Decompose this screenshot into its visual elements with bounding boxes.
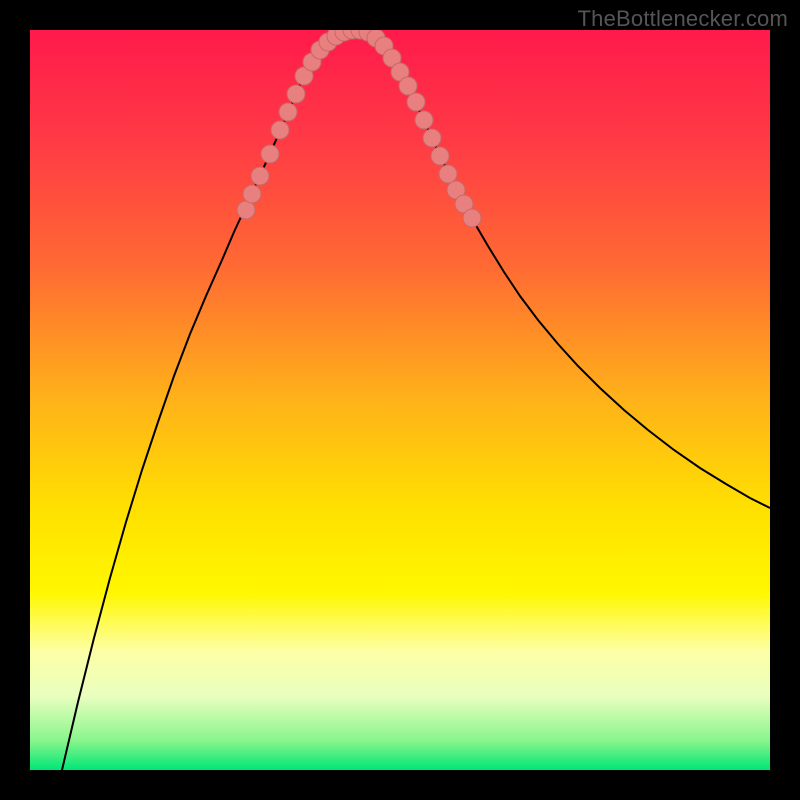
curve-marker: [271, 121, 289, 139]
curve-marker: [251, 167, 269, 185]
curve-marker: [279, 103, 297, 121]
curve-marker: [415, 111, 433, 129]
curve-marker: [399, 77, 417, 95]
curve-marker: [237, 201, 255, 219]
curve-marker: [439, 165, 457, 183]
stage: TheBottlenecker.com: [0, 0, 800, 800]
plot-area: [30, 30, 770, 770]
curve-marker: [261, 145, 279, 163]
curve-marker: [287, 85, 305, 103]
watermark-text: TheBottlenecker.com: [578, 6, 788, 32]
curve-marker: [423, 129, 441, 147]
bottleneck-chart: [30, 30, 770, 770]
gradient-background: [30, 30, 770, 770]
curve-marker: [407, 93, 425, 111]
curve-marker: [431, 147, 449, 165]
curve-marker: [243, 185, 261, 203]
curve-marker: [463, 209, 481, 227]
